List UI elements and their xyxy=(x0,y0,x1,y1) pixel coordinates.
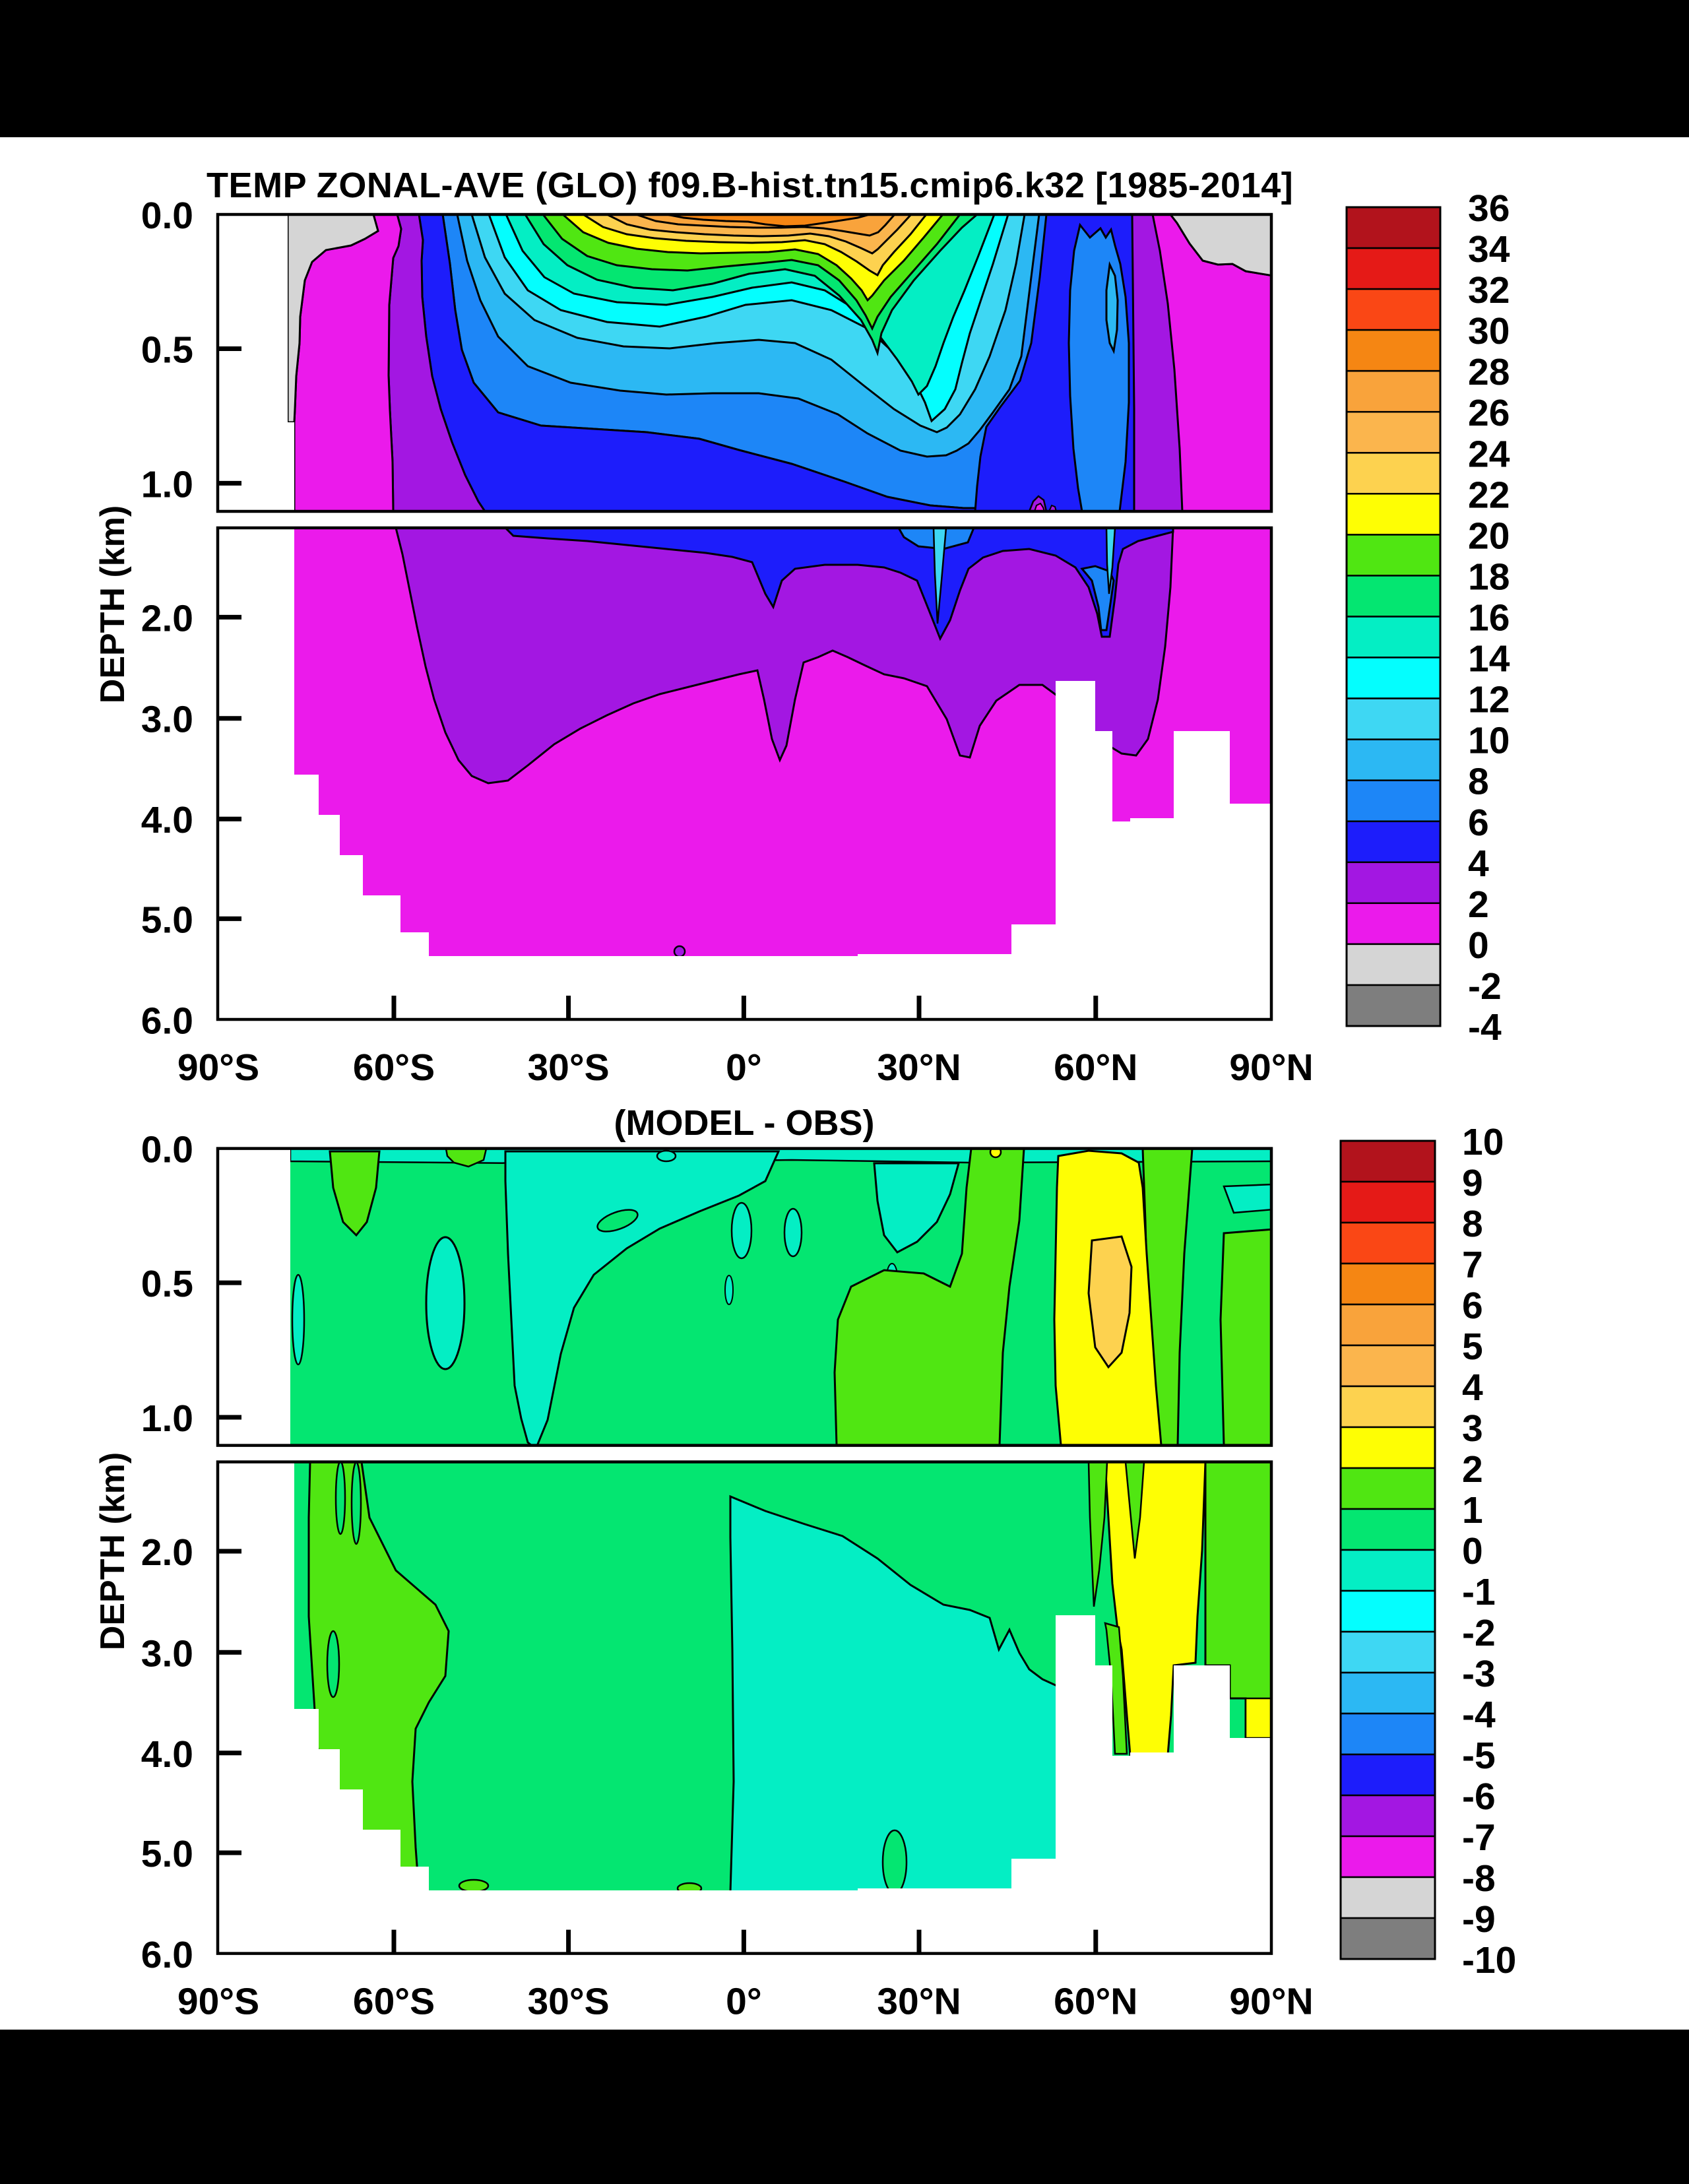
svg-text:-9: -9 xyxy=(1462,1898,1496,1941)
svg-text:9: 9 xyxy=(1462,1162,1483,1204)
svg-text:6.0: 6.0 xyxy=(141,1934,193,1976)
svg-text:4: 4 xyxy=(1462,1366,1483,1409)
svg-text:6: 6 xyxy=(1468,802,1489,844)
svg-text:0°: 0° xyxy=(726,1046,762,1089)
svg-text:3.0: 3.0 xyxy=(141,1632,193,1675)
svg-text:-6: -6 xyxy=(1462,1776,1496,1818)
svg-text:6.0: 6.0 xyxy=(141,1000,193,1042)
svg-text:1.0: 1.0 xyxy=(141,1397,193,1440)
svg-text:90°S: 90°S xyxy=(177,1981,259,2023)
svg-text:1.0: 1.0 xyxy=(141,463,193,505)
svg-text:30°S: 30°S xyxy=(527,1046,609,1089)
svg-text:2: 2 xyxy=(1468,883,1489,926)
svg-text:10: 10 xyxy=(1462,1121,1504,1163)
svg-text:20: 20 xyxy=(1468,515,1510,557)
svg-text:60°N: 60°N xyxy=(1054,1046,1137,1089)
svg-text:0.5: 0.5 xyxy=(141,1263,193,1305)
svg-text:26: 26 xyxy=(1468,392,1510,434)
svg-text:22: 22 xyxy=(1468,474,1510,516)
svg-text:-3: -3 xyxy=(1462,1653,1496,1695)
svg-text:30: 30 xyxy=(1468,310,1510,352)
svg-text:DEPTH (km): DEPTH (km) xyxy=(94,505,132,703)
svg-text:-2: -2 xyxy=(1468,965,1502,1008)
svg-text:5: 5 xyxy=(1462,1326,1483,1368)
svg-text:8: 8 xyxy=(1468,761,1489,803)
svg-text:6: 6 xyxy=(1462,1285,1483,1327)
svg-text:30°N: 30°N xyxy=(877,1046,961,1089)
svg-text:1: 1 xyxy=(1462,1489,1483,1531)
svg-text:-10: -10 xyxy=(1462,1939,1516,1981)
svg-text:8: 8 xyxy=(1462,1203,1483,1245)
svg-text:28: 28 xyxy=(1468,351,1510,393)
svg-text:-4: -4 xyxy=(1468,1006,1502,1048)
svg-text:30°S: 30°S xyxy=(527,1981,609,2023)
svg-text:3: 3 xyxy=(1462,1407,1483,1450)
svg-text:2.0: 2.0 xyxy=(141,597,193,639)
svg-text:2.0: 2.0 xyxy=(141,1531,193,1574)
svg-text:3.0: 3.0 xyxy=(141,699,193,741)
svg-text:24: 24 xyxy=(1468,433,1510,475)
svg-text:16: 16 xyxy=(1468,597,1510,639)
svg-text:90°N: 90°N xyxy=(1229,1981,1313,2023)
svg-text:5.0: 5.0 xyxy=(141,1833,193,1875)
svg-text:-1: -1 xyxy=(1462,1571,1496,1613)
svg-text:12: 12 xyxy=(1468,679,1510,721)
svg-text:0.5: 0.5 xyxy=(141,329,193,371)
svg-text:32: 32 xyxy=(1468,269,1510,311)
svg-text:-4: -4 xyxy=(1462,1694,1496,1736)
svg-text:-5: -5 xyxy=(1462,1735,1496,1777)
svg-text:TEMP ZONAL-AVE (GLO) f09.B-his: TEMP ZONAL-AVE (GLO) f09.B-hist.tn15.cmi… xyxy=(207,166,1293,205)
svg-text:(MODEL - OBS): (MODEL - OBS) xyxy=(614,1103,875,1143)
svg-text:0: 0 xyxy=(1462,1530,1483,1572)
svg-text:30°N: 30°N xyxy=(877,1981,961,2023)
svg-text:0.0: 0.0 xyxy=(141,195,193,237)
svg-text:18: 18 xyxy=(1468,556,1510,598)
svg-text:60°S: 60°S xyxy=(353,1046,435,1089)
svg-text:-7: -7 xyxy=(1462,1816,1496,1859)
svg-text:34: 34 xyxy=(1468,228,1510,271)
svg-text:4: 4 xyxy=(1468,843,1489,885)
svg-text:60°N: 60°N xyxy=(1054,1981,1137,2023)
svg-text:-2: -2 xyxy=(1462,1612,1496,1654)
svg-text:5.0: 5.0 xyxy=(141,899,193,941)
svg-text:90°S: 90°S xyxy=(177,1046,259,1089)
svg-text:0.0: 0.0 xyxy=(141,1129,193,1171)
svg-text:36: 36 xyxy=(1468,187,1510,230)
svg-text:7: 7 xyxy=(1462,1244,1483,1286)
svg-text:2: 2 xyxy=(1462,1448,1483,1491)
svg-text:4.0: 4.0 xyxy=(141,1733,193,1776)
svg-text:10: 10 xyxy=(1468,720,1510,762)
svg-text:90°N: 90°N xyxy=(1229,1046,1313,1089)
svg-text:0°: 0° xyxy=(726,1981,762,2023)
svg-text:14: 14 xyxy=(1468,638,1510,680)
svg-text:DEPTH (km): DEPTH (km) xyxy=(94,1452,132,1650)
svg-text:60°S: 60°S xyxy=(353,1981,435,2023)
svg-text:0: 0 xyxy=(1468,924,1489,967)
svg-text:4.0: 4.0 xyxy=(141,799,193,841)
svg-text:-8: -8 xyxy=(1462,1857,1496,1900)
